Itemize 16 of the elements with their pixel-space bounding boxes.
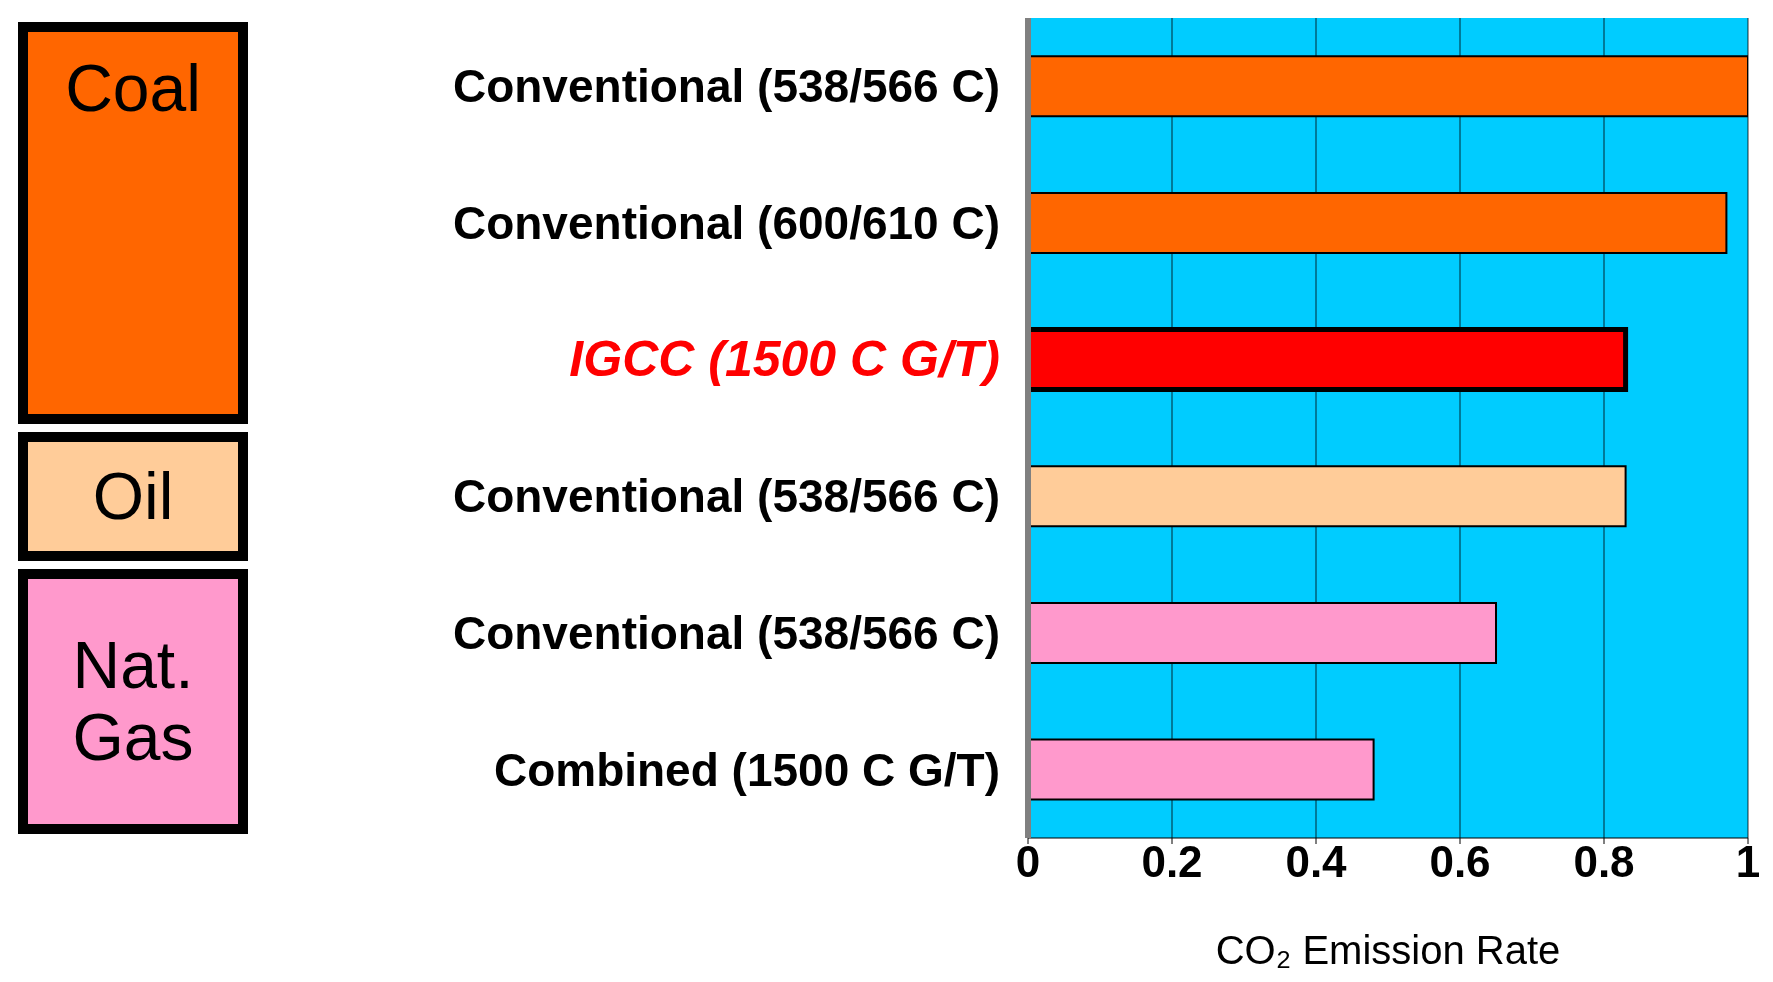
y-tick-label: Conventional (538/566 C) bbox=[452, 60, 1000, 113]
x-axis-title: CO₂ Emission Rate bbox=[1215, 928, 1561, 972]
x-tick-label: 0.2 bbox=[1141, 837, 1203, 887]
text: Nat. Gas bbox=[71, 627, 195, 775]
x-tick-label: 0.4 bbox=[1285, 837, 1348, 887]
text: Oil bbox=[91, 459, 175, 534]
x-tick-label: 0.6 bbox=[1429, 837, 1491, 887]
x-tick-label: 1 bbox=[1735, 837, 1761, 887]
y-tick-label: Conventional (600/610 C) bbox=[452, 197, 1000, 249]
y-tick-label: Conventional (538/566 C) bbox=[452, 470, 1000, 523]
y-tick-label: Conventional (538/566 C) bbox=[452, 607, 1000, 659]
text: Coal bbox=[64, 51, 202, 125]
y-tick-label: Combined (1500 C G/T) bbox=[493, 743, 1000, 796]
x-tick-label: 0.8 bbox=[1573, 837, 1635, 887]
y-tick-label: IGCC (1500 C G/T) bbox=[569, 330, 1000, 387]
x-tick-label: 0 bbox=[1015, 837, 1041, 887]
